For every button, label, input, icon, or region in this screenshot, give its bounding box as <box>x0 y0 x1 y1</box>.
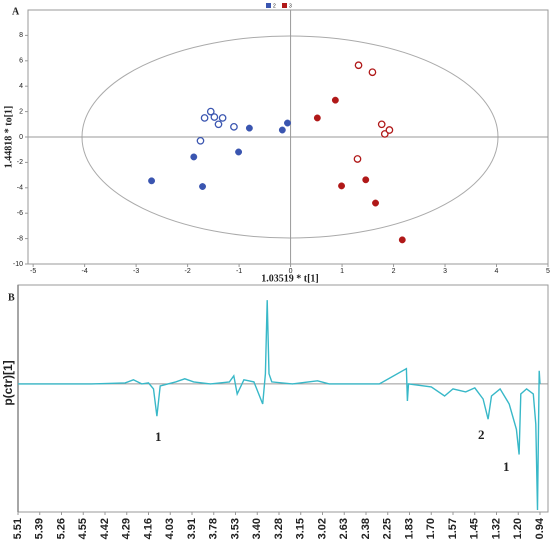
point <box>372 199 379 207</box>
point <box>230 122 238 131</box>
point <box>331 96 339 104</box>
x-tick-label: 0 <box>289 268 293 275</box>
x-tick-label: -4 <box>82 268 88 275</box>
legend-label: 2 <box>273 3 276 9</box>
x-tick-label: 3.40 <box>251 518 263 539</box>
y-tick-label: -2 <box>17 159 23 166</box>
x-tick-label: 4.55 <box>77 518 89 539</box>
annotation: 2 <box>478 427 485 442</box>
point <box>245 124 253 132</box>
y-tick-label: 6 <box>19 58 23 65</box>
x-tick-label: 4 <box>495 268 499 275</box>
x-tick-label: 1.32 <box>490 518 502 539</box>
x-tick-label: 1 <box>340 268 344 275</box>
point <box>385 126 394 134</box>
point <box>196 136 205 145</box>
point <box>199 183 206 190</box>
x-tick-label: 1.83 <box>403 518 415 539</box>
annotation: 1 <box>503 459 510 474</box>
x-tick-label: 3.91 <box>186 518 198 539</box>
plot-frame <box>17 284 549 513</box>
point <box>210 113 219 121</box>
x-tick-label: 0.94 <box>534 517 546 539</box>
point <box>278 126 286 134</box>
y-tick-label: 4 <box>19 83 23 90</box>
x-tick-label: 5.39 <box>34 518 46 539</box>
x-tick-label: 3.15 <box>295 518 307 539</box>
point <box>218 114 227 122</box>
x-tick-label: 2.25 <box>382 518 394 539</box>
x-tick-label: 2.63 <box>338 518 350 539</box>
legend-swatch <box>282 3 287 8</box>
point <box>235 148 243 156</box>
x-tick-label: 1.20 <box>512 518 524 539</box>
spectrum-line <box>18 300 541 511</box>
x-tick-label: -1 <box>236 268 242 275</box>
x-tick-label: 5.51 <box>12 518 24 539</box>
x-tick-label: 1.57 <box>447 518 459 539</box>
y-tick-label: 8 <box>19 32 23 39</box>
x-tick-label: 3.02 <box>316 518 328 539</box>
panel-label: A <box>12 6 20 17</box>
x-tick-label: -2 <box>184 268 190 275</box>
point <box>398 236 406 244</box>
x-tick-label: -5 <box>30 268 36 275</box>
y-axis-label: 1.44818 * to[1] <box>3 106 14 169</box>
y-tick-label: -8 <box>17 235 23 242</box>
point <box>353 155 362 163</box>
x-tick-label: 5 <box>546 268 550 275</box>
y-axis-label: p(ctr)[1] <box>1 360 15 405</box>
y-tick-label: 0 <box>19 134 23 141</box>
x-tick-label: 4.29 <box>121 518 133 539</box>
point <box>148 177 156 185</box>
y-tick-label: -4 <box>17 185 23 192</box>
x-tick-label: 3.28 <box>273 518 285 539</box>
annotation: 1 <box>155 429 162 444</box>
point <box>368 68 377 77</box>
y-tick-label: -6 <box>17 210 23 217</box>
x-tick-label: 5.26 <box>55 518 67 539</box>
point <box>214 120 223 129</box>
panel-label: B <box>8 292 15 303</box>
point <box>377 120 386 129</box>
x-tick-label: 2 <box>392 268 396 275</box>
y-tick-label: 2 <box>19 108 23 115</box>
x-tick-label: 4.03 <box>164 518 176 539</box>
x-tick-label: 3 <box>443 268 447 275</box>
y-tick-label: -10 <box>13 261 23 268</box>
point <box>313 114 321 122</box>
x-tick-label: -3 <box>133 268 139 275</box>
x-tick-label: 1.70 <box>425 518 437 539</box>
x-tick-label: 4.16 <box>142 518 154 539</box>
point <box>362 176 370 184</box>
point <box>338 182 345 190</box>
legend-swatch <box>266 3 271 8</box>
x-tick-label: 3.78 <box>208 518 220 539</box>
point <box>190 153 198 161</box>
x-tick-label: 2.38 <box>360 518 372 539</box>
legend-label: 3 <box>289 3 292 9</box>
x-tick-label: 3.53 <box>229 518 241 539</box>
point <box>354 61 363 70</box>
point <box>284 119 291 127</box>
x-tick-label: 4.42 <box>99 518 111 539</box>
point <box>206 107 215 116</box>
point <box>200 114 209 122</box>
x-axis-label: 1.03519 * t[1] <box>261 273 319 284</box>
x-tick-label: 1.45 <box>469 518 481 539</box>
